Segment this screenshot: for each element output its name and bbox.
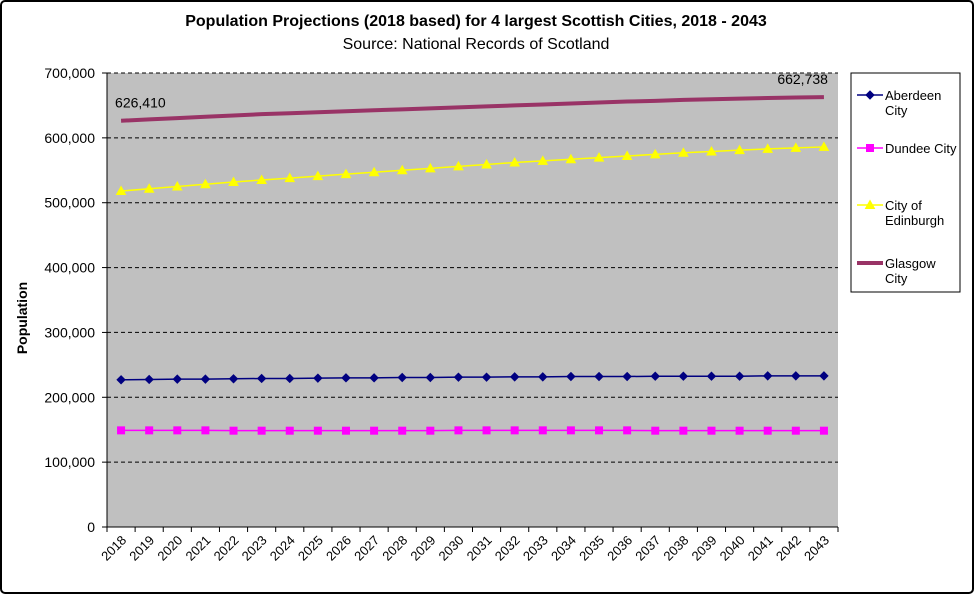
point — [539, 427, 546, 434]
point — [792, 427, 799, 434]
point — [483, 427, 490, 434]
legend-label: City of Edinburgh — [885, 198, 959, 228]
point — [286, 427, 293, 434]
point — [567, 427, 574, 434]
legend-entry: City of Edinburgh — [885, 198, 959, 232]
y-tick-label: 300,000 — [44, 324, 95, 340]
point — [652, 427, 659, 434]
y-tick-label: 700,000 — [44, 65, 95, 81]
point — [511, 427, 518, 434]
point — [202, 427, 209, 434]
point — [455, 427, 462, 434]
legend-label: Dundee City — [885, 141, 959, 156]
y-tick-label: 0 — [87, 519, 95, 535]
legend-label: Aberdeen City — [885, 88, 959, 118]
point — [708, 427, 715, 434]
point — [736, 427, 743, 434]
y-tick-label: 600,000 — [44, 130, 95, 146]
point — [371, 427, 378, 434]
point — [399, 427, 406, 434]
point — [820, 427, 827, 434]
point — [342, 427, 349, 434]
chart-title: Population Projections (2018 based) for … — [185, 13, 767, 30]
point — [596, 427, 603, 434]
chart-subtitle: Source: National Records of Scotland — [343, 36, 610, 53]
point — [764, 427, 771, 434]
point — [427, 427, 434, 434]
data-label: 662,738 — [777, 71, 828, 87]
data-label: 626,410 — [115, 95, 166, 111]
y-axis-label: Population — [14, 282, 30, 354]
legend-entry: Aberdeen City — [885, 88, 959, 122]
plot-area — [107, 73, 838, 527]
y-tick-label: 500,000 — [44, 195, 95, 211]
legend-entry: Glasgow City — [885, 256, 959, 290]
legend-entry: Dundee City — [885, 141, 959, 175]
point — [230, 427, 237, 434]
point — [867, 145, 874, 152]
point — [174, 427, 181, 434]
point — [314, 427, 321, 434]
point — [118, 427, 125, 434]
point — [624, 427, 631, 434]
legend-label: Glasgow City — [885, 256, 959, 286]
point — [680, 427, 687, 434]
point — [146, 427, 153, 434]
point — [258, 427, 265, 434]
y-tick-label: 200,000 — [44, 389, 95, 405]
y-tick-label: 100,000 — [44, 454, 95, 470]
y-tick-label: 400,000 — [44, 260, 95, 276]
